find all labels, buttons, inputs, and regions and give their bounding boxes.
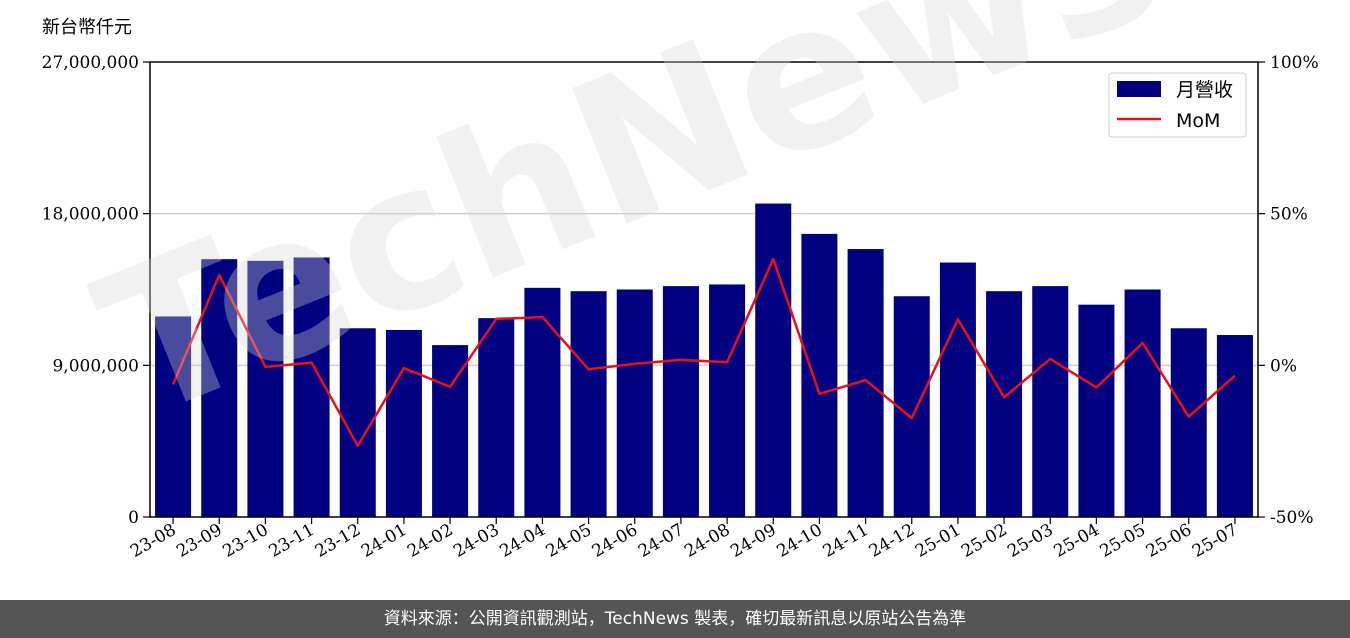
x-tick-label-25-05: 25-05 — [1097, 520, 1149, 562]
bar-25-05 — [1124, 289, 1161, 517]
bar-25-03 — [1032, 286, 1069, 517]
x-tick-label-23-10: 23-10 — [219, 520, 271, 562]
x-tick-label-24-03: 24-03 — [450, 520, 502, 562]
x-tick-label-24-02: 24-02 — [404, 520, 456, 562]
x-tick-label-24-08: 24-08 — [681, 520, 733, 562]
legend-bar-swatch — [1117, 81, 1161, 97]
bar-24-09 — [755, 203, 792, 518]
x-tick-label-24-04: 24-04 — [496, 520, 548, 562]
y-left-tick-label-3: 27,000,000 — [42, 53, 139, 73]
bar-25-02 — [986, 291, 1023, 517]
gridlines — [150, 212, 1258, 367]
y-left-tick-label-2: 18,000,000 — [42, 205, 139, 225]
x-tick-label-23-11: 23-11 — [266, 520, 318, 562]
bar-24-10 — [801, 233, 838, 517]
bar-23-08 — [155, 316, 192, 517]
x-tick-label-25-02: 25-02 — [958, 520, 1010, 562]
x-tick-label-24-01: 24-01 — [358, 520, 410, 562]
source-footer: 資料來源：公開資訊觀測站，TechNews 製表，確切最新訊息以原站公告為準 — [0, 600, 1350, 638]
y-right-tick-label-2: 50% — [1270, 205, 1308, 225]
bar-24-06 — [616, 289, 653, 517]
x-tick-label-24-12: 24-12 — [866, 520, 918, 562]
x-tick-label-24-07: 24-07 — [635, 520, 687, 562]
y-axis-unit-label: 新台幣仟元 — [42, 17, 132, 38]
x-tick-label-23-12: 23-12 — [312, 520, 364, 562]
bar-24-02 — [432, 345, 469, 517]
bar-24-03 — [478, 318, 515, 517]
bar-23-10 — [247, 260, 284, 517]
bar-25-01 — [939, 262, 976, 517]
x-tick-label-25-06: 25-06 — [1143, 520, 1195, 562]
legend-line-label: MoM — [1176, 110, 1220, 132]
x-tick-label-24-06: 24-06 — [589, 520, 641, 562]
y-left-tick-label-1: 9,000,000 — [52, 356, 139, 376]
x-tick-label-23-09: 23-09 — [173, 520, 225, 562]
x-tick-label-24-09: 24-09 — [727, 520, 779, 562]
mom-line — [171, 257, 1236, 447]
x-tick-label-24-11: 24-11 — [820, 520, 872, 562]
y-right-tick-label-3: 100% — [1270, 53, 1319, 73]
bar-24-12 — [893, 296, 930, 517]
y-right-tick-label-0: -50% — [1270, 508, 1314, 528]
bar-24-07 — [662, 286, 699, 517]
bar-25-06 — [1170, 328, 1207, 517]
plot-frame — [149, 61, 1259, 518]
bar-24-08 — [709, 284, 746, 517]
y-right-tick-label-1: 0% — [1270, 356, 1297, 376]
x-tick-label-25-03: 25-03 — [1004, 520, 1056, 562]
bar-23-11 — [293, 257, 330, 517]
bar-24-05 — [570, 291, 607, 517]
legend-bar-label: 月營收 — [1176, 79, 1233, 101]
mom-line-series — [171, 257, 1236, 447]
legend: 月營收 MoM — [1108, 72, 1247, 138]
bar-25-04 — [1078, 304, 1115, 517]
x-tick-label-25-01: 25-01 — [912, 520, 964, 562]
y-left-tick-label-0: 0 — [128, 508, 139, 528]
revenue-chart: 新台幣仟元 0 9,000,000 18,000,000 27,000,000 -50%… — [42, 17, 1319, 562]
bar-25-07 — [1216, 335, 1253, 517]
x-tick-label-25-07: 25-07 — [1189, 520, 1241, 562]
x-tick-label-25-04: 25-04 — [1050, 520, 1102, 562]
bar-24-01 — [385, 329, 422, 517]
bar-24-04 — [524, 287, 561, 517]
x-tick-label-24-10: 24-10 — [773, 520, 825, 562]
x-tick-label-24-05: 24-05 — [543, 520, 595, 562]
